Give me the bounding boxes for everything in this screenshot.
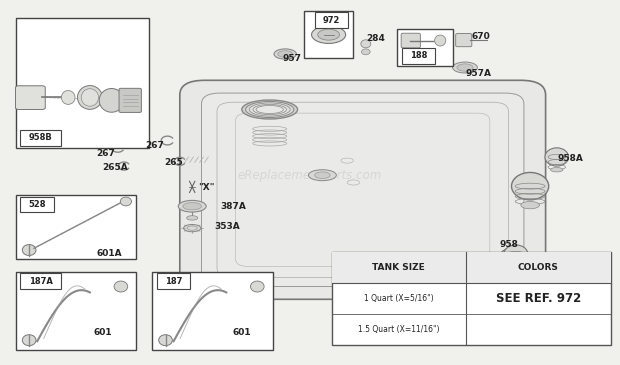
Bar: [402, 48, 435, 64]
Text: 670: 670: [471, 32, 490, 41]
Ellipse shape: [81, 89, 99, 106]
Ellipse shape: [361, 40, 371, 48]
Text: 284: 284: [366, 34, 384, 43]
Ellipse shape: [504, 245, 528, 262]
Bar: [20, 273, 61, 289]
Ellipse shape: [22, 245, 36, 255]
FancyBboxPatch shape: [16, 86, 45, 110]
Bar: [157, 273, 190, 289]
Text: 958A: 958A: [558, 154, 584, 163]
FancyBboxPatch shape: [180, 80, 546, 299]
Text: eReplacementParts.com: eReplacementParts.com: [238, 169, 382, 182]
Ellipse shape: [253, 104, 286, 115]
Ellipse shape: [159, 335, 172, 346]
Text: "X": "X": [198, 184, 215, 192]
Ellipse shape: [22, 335, 36, 346]
Ellipse shape: [250, 281, 264, 292]
Ellipse shape: [78, 85, 102, 110]
Ellipse shape: [309, 170, 336, 181]
Text: 1 Quart (X=5/16"): 1 Quart (X=5/16"): [364, 294, 433, 303]
Ellipse shape: [512, 173, 549, 200]
Ellipse shape: [312, 26, 346, 43]
Text: 267: 267: [146, 142, 164, 150]
Bar: [304, 11, 353, 58]
Text: 187: 187: [165, 277, 182, 285]
FancyBboxPatch shape: [401, 33, 420, 48]
Ellipse shape: [99, 88, 124, 112]
Bar: [332, 252, 611, 345]
Bar: [16, 195, 136, 259]
Bar: [20, 130, 61, 146]
FancyBboxPatch shape: [119, 88, 141, 112]
Text: 958B: 958B: [29, 134, 53, 142]
Ellipse shape: [507, 267, 522, 273]
Bar: [397, 29, 453, 66]
Ellipse shape: [317, 29, 340, 40]
FancyBboxPatch shape: [456, 34, 472, 47]
Ellipse shape: [315, 172, 330, 178]
Ellipse shape: [114, 281, 128, 292]
Text: COLORS: COLORS: [518, 263, 559, 272]
Ellipse shape: [435, 35, 446, 46]
Text: 601: 601: [93, 328, 112, 337]
Text: 972: 972: [323, 16, 340, 24]
Ellipse shape: [457, 64, 473, 71]
Ellipse shape: [183, 203, 202, 210]
Ellipse shape: [249, 103, 290, 116]
Ellipse shape: [256, 105, 283, 114]
Ellipse shape: [545, 148, 569, 166]
Text: 528: 528: [29, 200, 46, 209]
Ellipse shape: [120, 197, 131, 206]
Bar: [16, 18, 149, 148]
Text: 1.5 Quart (X=11/16"): 1.5 Quart (X=11/16"): [358, 325, 440, 334]
Text: 601A: 601A: [96, 249, 122, 258]
Bar: [152, 272, 273, 350]
Text: 958: 958: [499, 240, 518, 249]
Text: 957A: 957A: [465, 69, 491, 77]
Text: 387A: 387A: [220, 202, 246, 211]
Ellipse shape: [361, 49, 370, 55]
Text: 188: 188: [410, 51, 427, 60]
Ellipse shape: [246, 101, 294, 118]
Ellipse shape: [242, 100, 298, 119]
Bar: [315, 12, 348, 28]
Text: 957: 957: [282, 54, 301, 63]
Text: SEE REF. 972: SEE REF. 972: [495, 292, 581, 305]
Text: 265A: 265A: [102, 164, 128, 172]
Bar: [16, 272, 136, 350]
Ellipse shape: [521, 201, 539, 209]
Ellipse shape: [179, 200, 206, 212]
Ellipse shape: [453, 62, 477, 73]
Text: 267: 267: [96, 149, 115, 158]
Ellipse shape: [510, 264, 521, 268]
Text: 601: 601: [232, 328, 251, 337]
Ellipse shape: [184, 224, 201, 232]
Ellipse shape: [61, 91, 75, 104]
Bar: [20, 197, 54, 212]
FancyBboxPatch shape: [202, 93, 524, 287]
Text: 353A: 353A: [214, 222, 240, 231]
Ellipse shape: [278, 51, 293, 57]
Ellipse shape: [187, 216, 198, 220]
Ellipse shape: [500, 247, 529, 267]
Ellipse shape: [551, 168, 563, 172]
Ellipse shape: [274, 49, 296, 59]
Text: 187A: 187A: [29, 277, 53, 285]
Text: TANK SIZE: TANK SIZE: [372, 263, 425, 272]
Bar: [332, 252, 611, 283]
Text: 265: 265: [164, 158, 183, 167]
